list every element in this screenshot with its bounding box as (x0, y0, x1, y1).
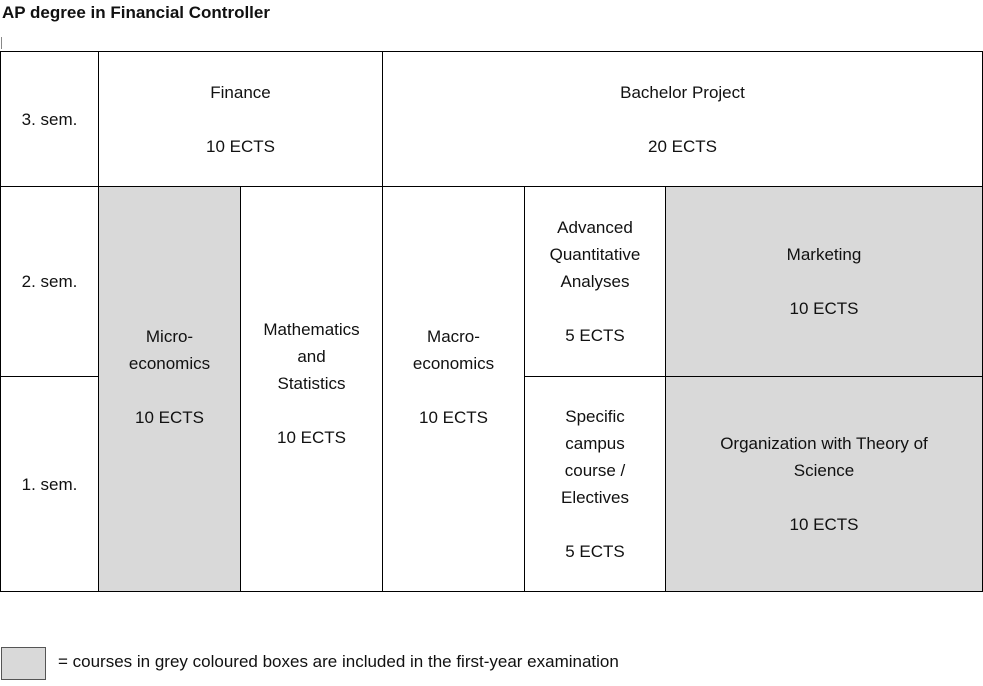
legend-text: = courses in grey coloured boxes are inc… (58, 652, 619, 671)
semester-label: 1. sem. (21, 474, 78, 494)
course-ects: 10 ECTS (135, 408, 204, 427)
course-microeconomics: Micro- economics 10 ECTS (98, 186, 241, 592)
course-advanced-quantitative-analyses: Advanced Quantitative Analyses 5 ECTS (524, 186, 666, 377)
course-name: Advanced Quantitative Analyses (549, 218, 641, 291)
document-title: AP degree in Financial Controller (2, 3, 270, 22)
course-name: Finance (210, 82, 271, 102)
course-bachelor-project: Bachelor Project 20 ECTS (382, 51, 983, 187)
course-name: Specific campus course / Electives (560, 407, 630, 507)
course-ects: 10 ECTS (789, 515, 859, 534)
course-name: Mathematics and Statistics (263, 319, 360, 393)
course-name: Macro- economics (412, 327, 495, 373)
course-name: Marketing (786, 245, 862, 264)
course-ects: 20 ECTS (648, 136, 717, 156)
course-name: Micro- economics (128, 327, 211, 373)
course-ects: 10 ECTS (789, 299, 859, 318)
course-specific-campus-electives: Specific campus course / Electives 5 ECTS (524, 376, 666, 592)
semester-2-label: 2. sem. (0, 186, 99, 377)
course-finance: Finance 10 ECTS (98, 51, 383, 187)
course-ects: 10 ECTS (206, 136, 275, 156)
course-ects: 5 ECTS (565, 542, 625, 561)
course-mathematics-statistics: Mathematics and Statistics 10 ECTS (240, 186, 383, 592)
course-ects: 10 ECTS (419, 408, 488, 427)
course-name: Bachelor Project (620, 82, 745, 102)
legend-grey-swatch (1, 647, 46, 680)
course-organization-theory-of-science: Organization with Theory of Science 10 EC… (665, 376, 983, 592)
course-name: Organization with Theory of Science (720, 434, 928, 480)
course-macroeconomics: Macro- economics 10 ECTS (382, 186, 525, 592)
course-ects: 10 ECTS (277, 427, 346, 447)
semester-label: 3. sem. (21, 109, 78, 129)
course-marketing: Marketing 10 ECTS (665, 186, 983, 377)
semester-1-label: 1. sem. (0, 376, 99, 592)
course-ects: 5 ECTS (565, 326, 625, 345)
semester-label: 2. sem. (21, 272, 78, 291)
semester-3-label: 3. sem. (0, 51, 99, 187)
text-cursor (1, 37, 2, 49)
